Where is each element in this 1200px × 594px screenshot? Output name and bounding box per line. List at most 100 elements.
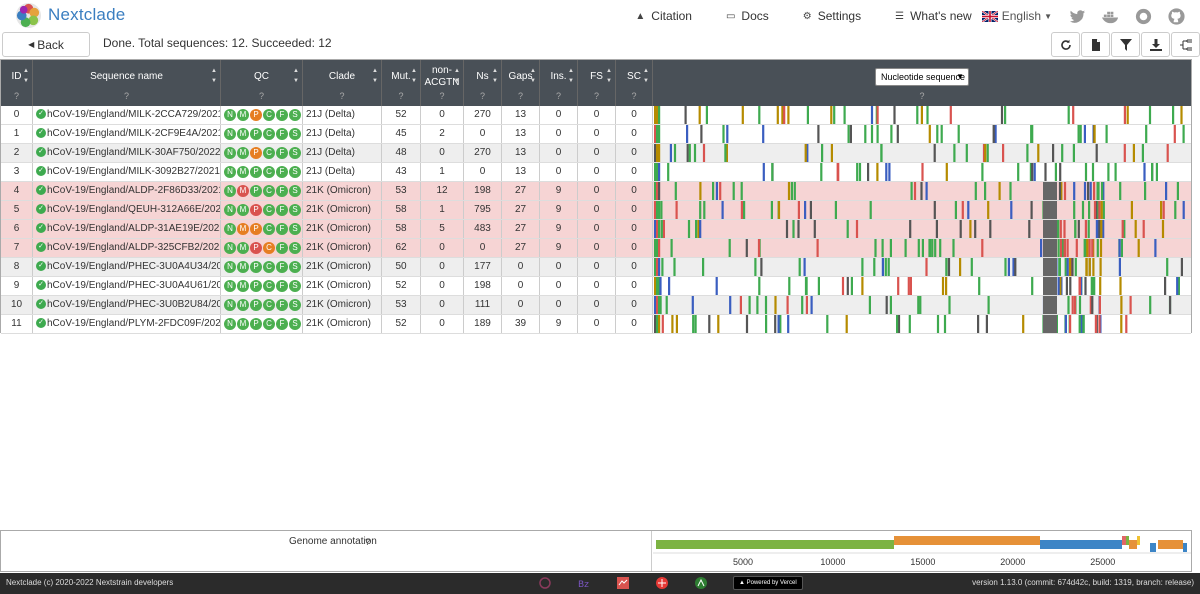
gene-block[interactable]: [656, 540, 894, 549]
mutation-mark[interactable]: [981, 239, 984, 257]
mutation-mark[interactable]: [925, 182, 928, 200]
qc-badge-n[interactable]: N: [224, 109, 236, 121]
mutation-mark[interactable]: [654, 144, 657, 162]
mutation-mark[interactable]: [890, 125, 893, 143]
mutation-mark[interactable]: [673, 258, 676, 276]
mutation-mark[interactable]: [654, 201, 657, 219]
qc-badge-s[interactable]: S: [289, 299, 301, 311]
column-help-icon[interactable]: ?: [593, 91, 599, 101]
mutation-mark[interactable]: [933, 201, 936, 219]
mutation-mark[interactable]: [1030, 125, 1033, 143]
mutation-mark[interactable]: [888, 163, 891, 181]
mutation-mark[interactable]: [673, 144, 677, 162]
qc-badge-c[interactable]: C: [263, 242, 275, 254]
mutation-mark[interactable]: [1078, 296, 1082, 314]
mutation-mark[interactable]: [977, 315, 980, 333]
mutation-mark[interactable]: [841, 277, 845, 295]
qc-badge-p[interactable]: P: [250, 166, 262, 178]
missing-region-mark[interactable]: [1043, 239, 1057, 257]
qc-badge-p[interactable]: P: [250, 299, 262, 311]
mutation-mark[interactable]: [694, 315, 697, 333]
table-row[interactable]: 7✓hCoV-19/England/ALDP-325CFB2/2022|EPI_…: [1, 239, 1191, 258]
mutation-mark[interactable]: [1120, 315, 1123, 333]
mutation-mark[interactable]: [661, 315, 664, 333]
mutation-mark[interactable]: [943, 315, 947, 333]
mutation-mark[interactable]: [1130, 201, 1133, 219]
mutation-mark[interactable]: [1123, 144, 1126, 162]
mutation-mark[interactable]: [949, 106, 952, 124]
mutation-mark[interactable]: [717, 315, 720, 333]
mutation-mark[interactable]: [658, 201, 661, 219]
mutation-mark[interactable]: [656, 277, 659, 295]
mutation-mark[interactable]: [762, 163, 765, 181]
sort-icon[interactable]: ▲ ▼: [492, 68, 498, 84]
column-help-icon[interactable]: ?: [13, 91, 19, 101]
mutation-mark[interactable]: [1072, 106, 1075, 124]
mutation-mark[interactable]: [908, 315, 911, 333]
mutation-mark[interactable]: [1083, 182, 1087, 200]
qc-badge-s[interactable]: S: [289, 204, 301, 216]
mutation-mark[interactable]: [817, 125, 820, 143]
qc-badge-m[interactable]: M: [237, 299, 249, 311]
mutation-mark[interactable]: [1074, 220, 1077, 238]
mutation-mark[interactable]: [1058, 182, 1062, 200]
mutation-mark[interactable]: [667, 163, 670, 181]
sib-logo-icon[interactable]: [616, 576, 630, 590]
mutation-mark[interactable]: [1073, 296, 1077, 314]
mutation-mark[interactable]: [959, 258, 962, 276]
mutation-mark[interactable]: [1044, 163, 1047, 181]
mutation-mark[interactable]: [745, 239, 748, 257]
mutation-mark[interactable]: [732, 182, 735, 200]
mutation-mark[interactable]: [1085, 258, 1088, 276]
table-row[interactable]: 8✓hCoV-19/England/PHEC-3U0A4U34/2021|EPI…: [1, 258, 1191, 277]
mutation-mark[interactable]: [820, 163, 823, 181]
mutation-mark[interactable]: [1000, 106, 1004, 124]
mutation-mark[interactable]: [916, 106, 919, 124]
mutation-mark[interactable]: [669, 144, 672, 162]
mutation-mark[interactable]: [830, 106, 833, 124]
mutation-mark[interactable]: [656, 220, 659, 238]
mutation-mark[interactable]: [868, 296, 871, 314]
qc-badge-f[interactable]: F: [276, 185, 288, 197]
mutation-mark[interactable]: [660, 220, 663, 238]
mutation-mark[interactable]: [1065, 277, 1068, 295]
gene-block[interactable]: [1122, 536, 1126, 545]
sequence-view[interactable]: [653, 125, 1191, 143]
mutation-mark[interactable]: [885, 296, 888, 314]
mutation-mark[interactable]: [1086, 239, 1089, 257]
table-row[interactable]: 4✓hCoV-19/England/ALDP-2F86D33/2021|EPI_…: [1, 182, 1191, 201]
mutation-mark[interactable]: [965, 144, 968, 162]
table-row[interactable]: 6✓hCoV-19/England/ALDP-31AE19E/2022|EPI_…: [1, 220, 1191, 239]
mutation-mark[interactable]: [909, 277, 912, 295]
mutation-mark[interactable]: [1067, 296, 1070, 314]
mutation-mark[interactable]: [659, 277, 662, 295]
mutation-mark[interactable]: [881, 239, 884, 257]
mutation-mark[interactable]: [740, 201, 743, 219]
qc-badge-m[interactable]: M: [237, 318, 249, 330]
mutation-mark[interactable]: [884, 258, 887, 276]
missing-region-mark[interactable]: [1043, 201, 1057, 219]
sort-icon[interactable]: ▲ ▼: [606, 68, 612, 84]
mutation-mark[interactable]: [787, 106, 790, 124]
sequence-view[interactable]: [653, 163, 1191, 181]
mutation-mark[interactable]: [1078, 315, 1081, 333]
mutation-mark[interactable]: [1064, 315, 1067, 333]
cell-name[interactable]: ✓hCoV-19/England/MILK-2CF9E4A/2021|EPI_I…: [33, 125, 221, 143]
mutation-mark[interactable]: [656, 144, 659, 162]
mutation-mark[interactable]: [992, 125, 995, 143]
mutation-mark[interactable]: [941, 277, 945, 295]
mutation-mark[interactable]: [846, 277, 849, 295]
qc-badge-s[interactable]: S: [289, 128, 301, 140]
qc-badge-s[interactable]: S: [289, 147, 301, 159]
sort-icon[interactable]: ▲ ▼: [293, 68, 299, 84]
mutation-mark[interactable]: [876, 106, 879, 124]
mutation-mark[interactable]: [1069, 315, 1072, 333]
qc-badge-n[interactable]: N: [224, 261, 236, 273]
cell-name[interactable]: ✓hCoV-19/England/MILK-2CCA729/2021|EPI_I…: [33, 106, 221, 124]
mutation-mark[interactable]: [1088, 258, 1091, 276]
column-help-icon[interactable]: ?: [123, 91, 129, 101]
qc-badge-m[interactable]: M: [237, 242, 249, 254]
mutation-mark[interactable]: [861, 277, 864, 295]
mutation-mark[interactable]: [1098, 296, 1101, 314]
sort-icon[interactable]: ▲ ▼: [411, 68, 417, 84]
